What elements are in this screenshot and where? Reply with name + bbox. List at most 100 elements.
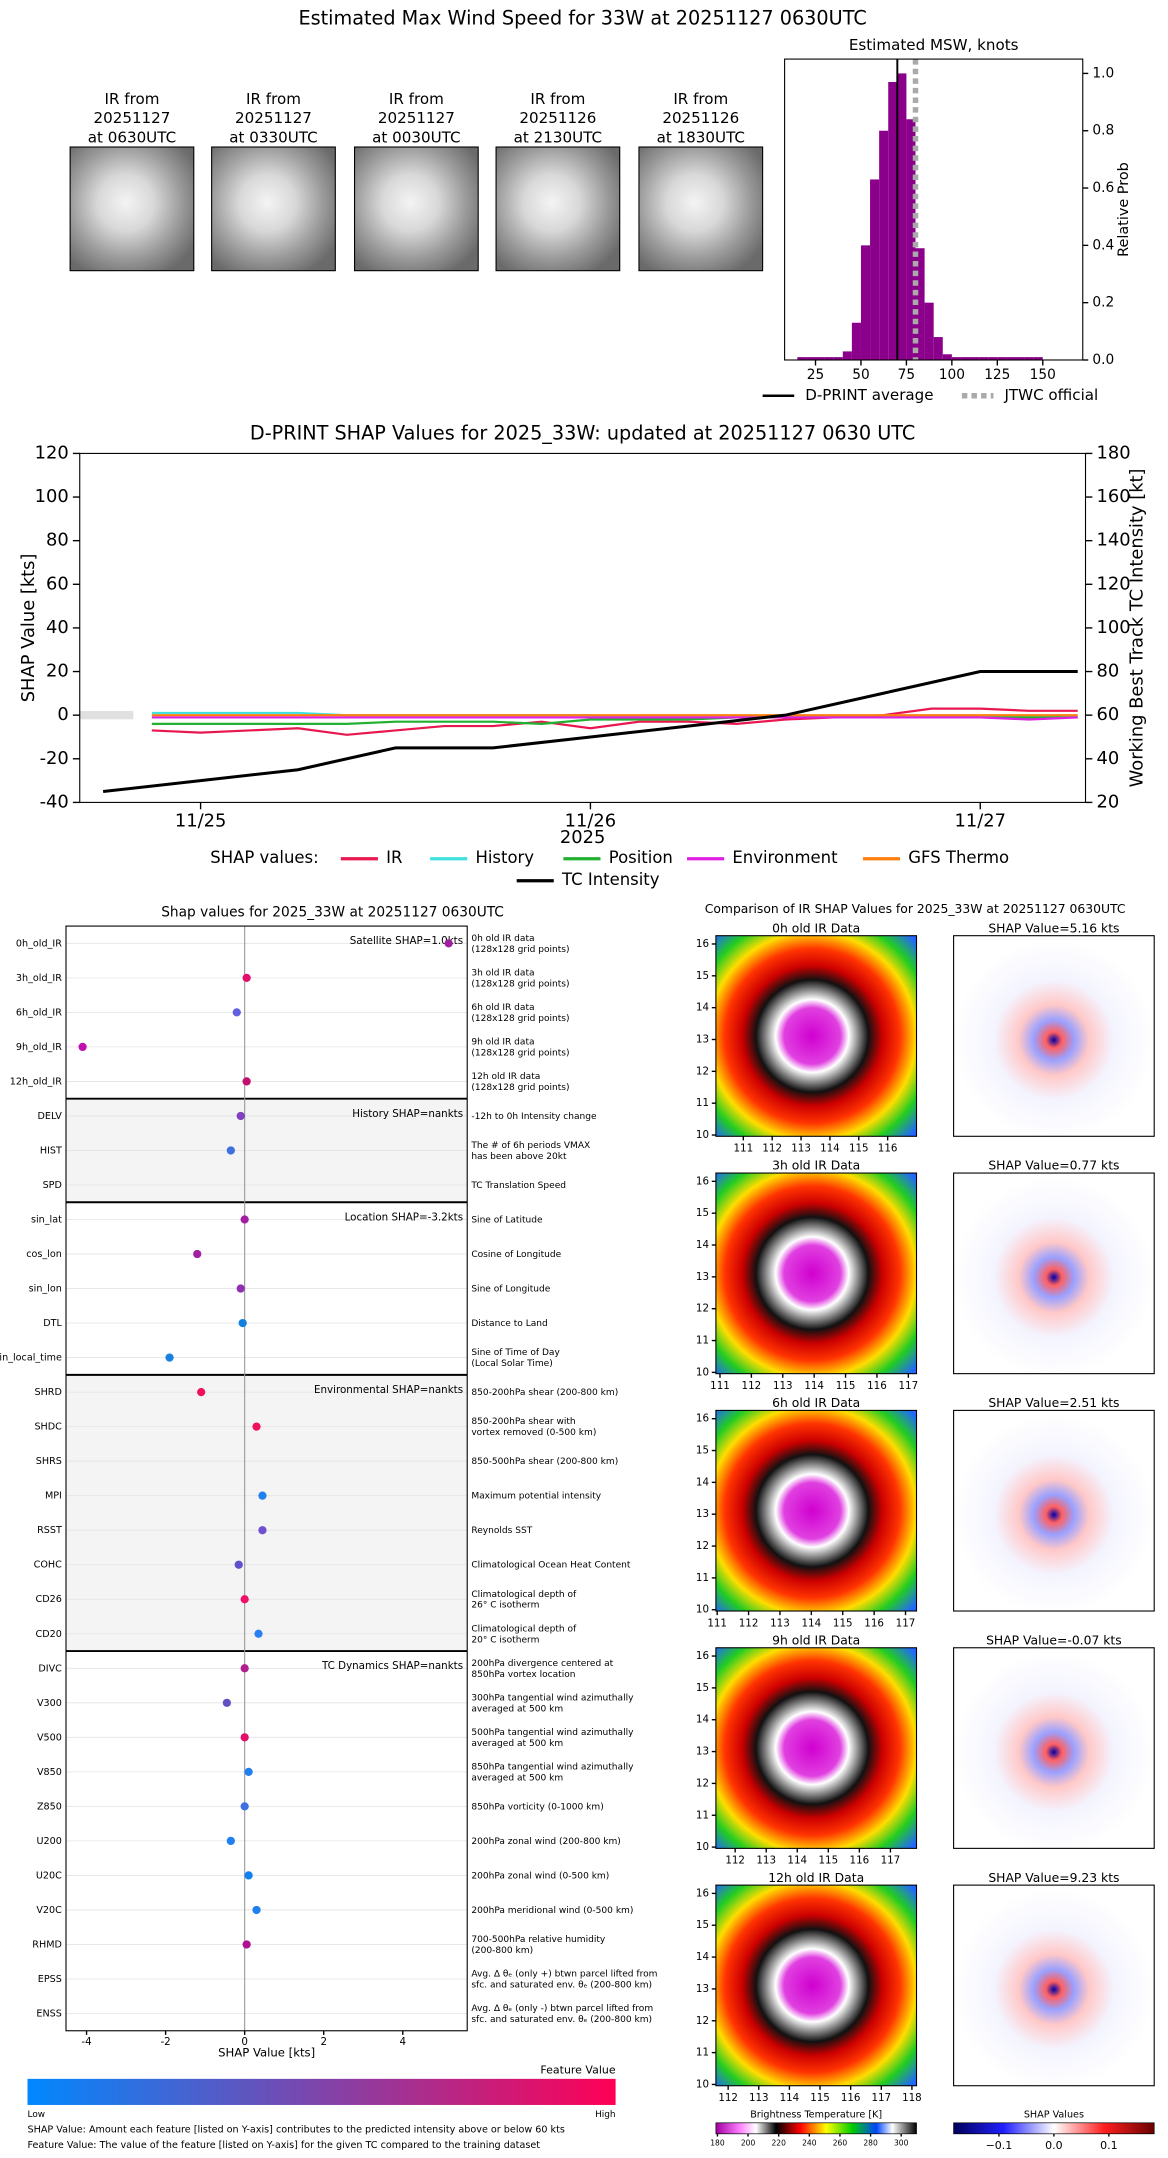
feature-description: Maximum potential intensity [471,1491,601,1501]
feature-description: 200hPa divergence centered at 850hPa vort… [471,1658,613,1679]
feature-description: 200hPa meridional wind (0-500 km) [471,1905,633,1915]
y-tick-label: 12 [696,1777,709,1789]
series-line [151,707,1078,736]
x-tick-label: 111 [707,1617,727,1629]
colorbar-tick-label: 280 [863,2138,878,2147]
shap-dot [236,1284,245,1293]
y-tick-label: -20 [40,748,69,769]
feature-description: Reynolds SST [471,1526,532,1536]
feature-description-line: (128x128 grid points) [471,1013,569,1023]
thumbnail-label-line: at 0630UTC [88,128,176,146]
ir-thumbnail [69,146,195,272]
feature-description-line: 26° C isotherm [471,1600,539,1610]
x-tick-label: 116 [867,1380,887,1392]
feature-name: DELV [38,1111,63,1122]
colorbar [715,2122,917,2135]
thumbnail-label-line: at 1830UTC [657,128,745,146]
x-tick-label: 150 [1030,367,1056,383]
feature-description-line: (200-800 km) [471,1945,533,1955]
feature-name: CD26 [36,1594,62,1605]
y-tick-label: 13 [696,1746,709,1758]
histogram-bar [997,357,1007,360]
x-tick-label: 116 [850,1855,870,1867]
x-axis-label: SHAP Value [kts] [218,2045,315,2059]
histogram-bar [951,357,961,360]
figure-title: Estimated Max Wind Speed for 33W at 2025… [298,7,866,30]
y-tick-label: 15 [696,1207,709,1219]
y-tick-label: 14 [696,1714,709,1726]
y-axis-label: Relative Prob [1116,162,1132,257]
feature-description-line: 850hPa tangential wind azimuthally [471,1762,634,1772]
feature-description-line: sfc. and saturated env. θₑ (200-800 km) [471,1980,652,1990]
y2-tick-label: 40 [1097,748,1120,769]
y-tick-label: 11 [696,1572,709,1584]
feature-name: RSST [37,1525,62,1536]
feature-description: The # of 6h periods VMAX has been above 2… [470,1140,590,1161]
thumbnail-label-line: IR from [246,89,301,107]
shap-panel-title: SHAP Value=2.51 kts [988,1396,1119,1410]
legend-label: D-PRINT average [805,386,933,404]
shap-dot [252,1422,261,1431]
shap-dot [242,1077,251,1086]
y-tick-label: 60 [46,573,69,594]
legend-label: Environment [732,848,838,867]
ir-panel-title: 6h old IR Data [772,1396,860,1410]
series-line [102,670,1078,794]
x-tick-label: 116 [864,1617,884,1629]
colorbar-low: Low [28,2110,46,2120]
x-tick-label: 113 [756,1855,776,1867]
y-tick-label: 15 [696,970,709,982]
section-label: Satellite SHAP=1.0kts [350,935,463,947]
y-tick-label: 13 [696,1033,709,1045]
feature-description-line: Climatological depth of [471,1624,577,1634]
y-tick-label: 15 [696,1919,709,1931]
feature-name: ENSS [36,2009,61,2020]
feature-name: sin_local_time [0,1353,62,1364]
feature-description: Avg. Δ θₑ (only +) btwn parcel lifted fr… [471,1969,657,1990]
shap-dot [226,1146,235,1155]
feature-description: 850-200hPa shear (200-800 km) [471,1388,618,1398]
x-tick-label: 112 [718,2092,738,2104]
y2-tick-label: 140 [1097,530,1131,551]
colorbar-label: Brightness Temperature [K] [750,2110,882,2121]
feature-description-line: 12h old IR data [471,1071,540,1081]
y-tick-label: 14 [696,1476,709,1488]
shap-dot [240,1664,249,1673]
histogram-bar [979,357,989,360]
feature-description-line: (128x128 grid points) [471,1082,569,1092]
ir-thumbnail [495,146,621,272]
feature-name: U200 [37,1836,62,1847]
shap-dot [78,1042,87,1052]
feature-description-line: 700-500hPa relative humidity [471,1934,606,1944]
feature-name: cos_lon [26,1249,62,1260]
colorbar-tick-label: 0.1 [1100,2139,1117,2152]
feature-description-line: 20° C isotherm [471,1635,539,1645]
legend-label: GFS Thermo [908,848,1009,867]
x-tick-label: 113 [791,1143,811,1155]
feature-name: SHDC [34,1422,62,1433]
x-tick-label: 2 [320,2036,327,2048]
section-background [66,1374,468,1652]
feature-name: 3h_old_IR [16,973,62,984]
ir-image [715,1172,918,1375]
histogram-bar [970,357,980,360]
y-tick-label: 1.0 [1092,65,1114,81]
thumbnail-label: IR from 20251127 at 0030UTC [372,89,460,145]
legend-label: IR [386,848,402,867]
histogram-bar [833,357,843,360]
x-tick-label: 113 [770,1617,790,1629]
feature-description-line: Reynolds SST [471,1526,532,1536]
feature-description-line: averaged at 500 km [471,1704,563,1714]
shap-dot [240,1215,249,1224]
shap-dot [193,1249,202,1259]
thumbnail-label-line: 20251127 [378,109,455,127]
x-tick-label: 116 [841,2092,861,2104]
feature-description-line: TC Translation Speed [470,1180,566,1190]
feature-description-line: 200hPa divergence centered at [471,1658,613,1668]
feature-description: Climatological depth of 20° C isotherm [471,1624,577,1645]
thumbnail-label-line: IR from [389,89,444,107]
ir-image [715,1647,918,1849]
shap-dot [240,1802,249,1811]
y2-tick-label: 180 [1097,442,1131,463]
